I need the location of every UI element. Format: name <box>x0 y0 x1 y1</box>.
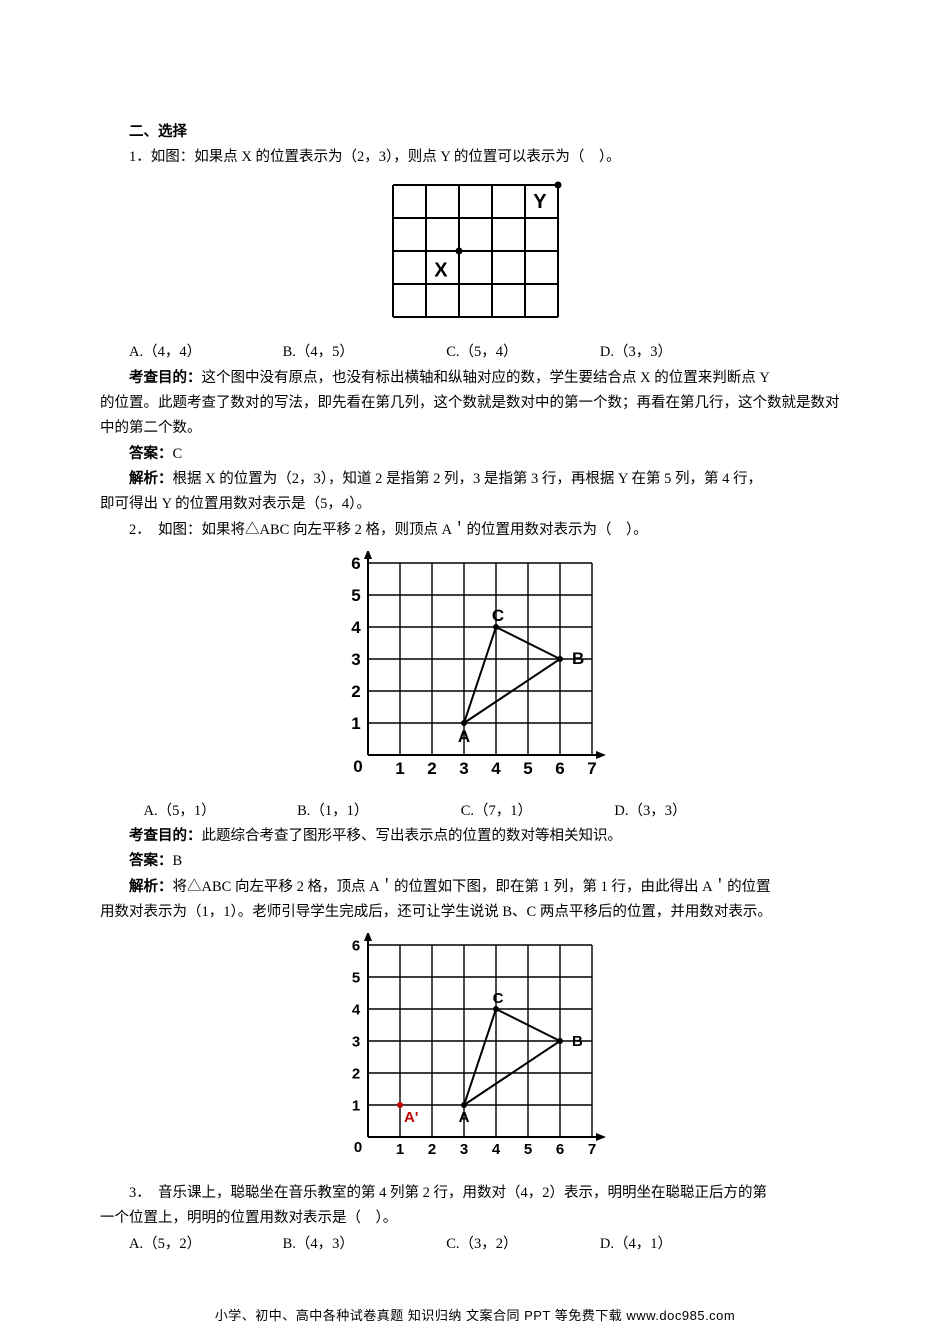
q1-opt-b: B.（4，5） <box>283 340 443 365</box>
svg-text:4: 4 <box>492 1141 501 1158</box>
q3-opt-a: A.（5，2） <box>129 1232 279 1257</box>
q2-fig2: 0 1 2 3 4 5 6 7 1 2 3 4 5 6 A B C A' <box>100 933 850 1172</box>
q3-options: A.（5，2） B.（4，3） C.（3，2） D.（4，1） <box>100 1232 850 1257</box>
q3-opt-d: D.（4，1） <box>600 1232 720 1257</box>
svg-text:7: 7 <box>588 1141 596 1158</box>
q2-kmd-text: 此题综合考查了图形平移、写出表示点的位置的数对等相关知识。 <box>202 828 623 844</box>
svg-text:C: C <box>492 606 504 625</box>
page-footer: 小学、初中、高中各种试卷真题 知识归纳 文案合同 PPT 等免费下载 www.d… <box>100 1305 850 1328</box>
footer-link[interactable]: www.doc985.com <box>626 1308 735 1323</box>
q1-grid-svg: XY <box>387 179 564 323</box>
svg-text:6: 6 <box>556 1141 564 1158</box>
svg-text:B: B <box>572 649 584 668</box>
q2-jx-line2: 用数对表示为（1，1）。老师引导学生完成后，还可让学生说说 B、C 两点平移后的… <box>100 900 850 925</box>
section-heading-text: 二、选择 <box>129 124 187 140</box>
svg-text:4: 4 <box>352 1002 361 1019</box>
q2-jx-line1: 解析：将△ABC 向左平移 2 格，顶点 A＇的位置如下图，即在第 1 列，第 … <box>100 875 850 900</box>
q2-prompt-prefix: 2． 如图：如果将△ABC 向左平移 2 格，则顶点 A＇的位置用数对表示为（ <box>129 522 612 538</box>
svg-text:2: 2 <box>352 1066 360 1083</box>
q3-prompt-line2: 一个位置上，明明的位置用数对表示是（ ）。 <box>100 1206 850 1231</box>
svg-text:0: 0 <box>353 757 362 776</box>
q2-chart2-svg: 0 1 2 3 4 5 6 7 1 2 3 4 5 6 A B C A' <box>340 933 610 1163</box>
q3-prompt2-prefix: 一个位置上，明明的位置用数对表示是（ <box>100 1210 361 1226</box>
q1-prompt-suffix: ）。 <box>599 149 621 165</box>
svg-text:Y: Y <box>533 191 547 213</box>
svg-text:3: 3 <box>459 759 468 778</box>
svg-text:7: 7 <box>587 759 596 778</box>
svg-text:2: 2 <box>351 682 360 701</box>
q2-jx-text1: 将△ABC 向左平移 2 格，顶点 A＇的位置如下图，即在第 1 列，第 1 行… <box>173 879 771 895</box>
svg-text:2: 2 <box>428 1141 436 1158</box>
q2-answer: 答案：B <box>100 849 850 874</box>
q1-jx-label: 解析： <box>129 471 173 487</box>
q2-fig1: 0 1 2 3 4 5 6 7 1 2 3 4 5 6 A B C <box>100 551 850 790</box>
q3-opt-c: C.（3，2） <box>446 1232 596 1257</box>
q1-options: A.（4，4） B.（4，5） C.（5，4） D.（3，3） <box>100 340 850 365</box>
q1-ans-label: 答案： <box>129 446 173 462</box>
q1-opt-a: A.（4，4） <box>129 340 279 365</box>
svg-text:3: 3 <box>460 1141 468 1158</box>
q2-prompt: 2． 如图：如果将△ABC 向左平移 2 格，则顶点 A＇的位置用数对表示为（ … <box>100 518 850 543</box>
svg-text:1: 1 <box>395 759 404 778</box>
q2-opt-b: B.（1，1） <box>297 799 457 824</box>
q2-prompt-suffix: ）。 <box>626 522 648 538</box>
q2-options: A.（5，1） B.（1，1） C.（7，1） D.（3，3） <box>100 799 850 824</box>
q1-jx-line1: 解析：根据 X 的位置为（2，3），知道 2 是指第 2 列，3 是指第 3 行… <box>100 467 850 492</box>
q2-kmd-label: 考查目的： <box>129 828 202 844</box>
q2-chart1-svg: 0 1 2 3 4 5 6 7 1 2 3 4 5 6 A B C <box>340 551 610 781</box>
q3-prompt-line1: 3． 音乐课上，聪聪坐在音乐教室的第 4 列第 2 行，用数对（4，2）表示，明… <box>100 1181 850 1206</box>
page: 二、选择 1．如图：如果点 X 的位置表示为（2，3），则点 Y 的位置可以表示… <box>0 0 950 1328</box>
section-heading: 二、选择 <box>100 120 850 145</box>
q1-jx-text1: 根据 X 的位置为（2，3），知道 2 是指第 2 列，3 是指第 3 行，再根… <box>173 471 763 487</box>
svg-text:X: X <box>434 259 448 281</box>
q1-jx-line2: 即可得出 Y 的位置用数对表示是（5，4）。 <box>100 492 850 517</box>
svg-text:A': A' <box>404 1109 418 1126</box>
q2-opt-c: C.（7，1） <box>461 799 611 824</box>
svg-text:5: 5 <box>523 759 532 778</box>
q1-prompt-prefix: 1．如图：如果点 X 的位置表示为（2，3），则点 Y 的位置可以表示为（ <box>129 149 584 165</box>
svg-text:6: 6 <box>352 938 360 955</box>
q1-kmd-label: 考查目的： <box>129 370 202 386</box>
svg-text:2: 2 <box>427 759 436 778</box>
q2-ans-text: B <box>173 853 183 869</box>
q1-figure: XY <box>100 179 850 332</box>
svg-text:0: 0 <box>354 1139 362 1156</box>
footer-text: 小学、初中、高中各种试卷真题 知识归纳 文案合同 PPT 等免费下载 <box>215 1308 627 1323</box>
q1-opt-d: D.（3，3） <box>600 340 720 365</box>
q1-opt-c: C.（5，4） <box>446 340 596 365</box>
q1-kmd-line2: 的位置。此题考查了数对的写法，即先看在第几列，这个数就是数对中的第一个数；再看在… <box>100 391 850 442</box>
svg-text:4: 4 <box>351 618 361 637</box>
svg-text:B: B <box>572 1033 583 1050</box>
svg-text:3: 3 <box>351 650 360 669</box>
svg-text:6: 6 <box>555 759 564 778</box>
q2-kmd: 考查目的：此题综合考查了图形平移、写出表示点的位置的数对等相关知识。 <box>100 824 850 849</box>
q3-opt-b: B.（4，3） <box>283 1232 443 1257</box>
q1-kmd-line1: 考查目的：这个图中没有原点，也没有标出横轴和纵轴对应的数，学生要结合点 X 的位… <box>100 366 850 391</box>
q3-prompt2-suffix: ）。 <box>376 1210 398 1226</box>
svg-text:1: 1 <box>352 1098 360 1115</box>
svg-text:A: A <box>458 727 470 746</box>
q1-answer: 答案：C <box>100 442 850 467</box>
q1-kmd-text1: 这个图中没有原点，也没有标出横轴和纵轴对应的数，学生要结合点 X 的位置来判断点… <box>202 370 770 386</box>
svg-text:A: A <box>459 1109 470 1126</box>
svg-text:5: 5 <box>524 1141 532 1158</box>
svg-text:C: C <box>493 990 504 1007</box>
svg-text:5: 5 <box>352 970 360 987</box>
svg-text:5: 5 <box>351 586 360 605</box>
q2-jx-label: 解析： <box>129 879 173 895</box>
svg-text:3: 3 <box>352 1034 360 1051</box>
svg-text:1: 1 <box>396 1141 404 1158</box>
svg-text:1: 1 <box>351 714 360 733</box>
q1-ans-text: C <box>173 446 183 462</box>
svg-text:6: 6 <box>351 554 360 573</box>
q2-opt-a: A.（5，1） <box>144 799 294 824</box>
q2-ans-label: 答案： <box>129 853 173 869</box>
svg-text:4: 4 <box>491 759 501 778</box>
q2-opt-d: D.（3，3） <box>614 799 734 824</box>
q1-prompt: 1．如图：如果点 X 的位置表示为（2，3），则点 Y 的位置可以表示为（ ）。 <box>100 145 850 170</box>
